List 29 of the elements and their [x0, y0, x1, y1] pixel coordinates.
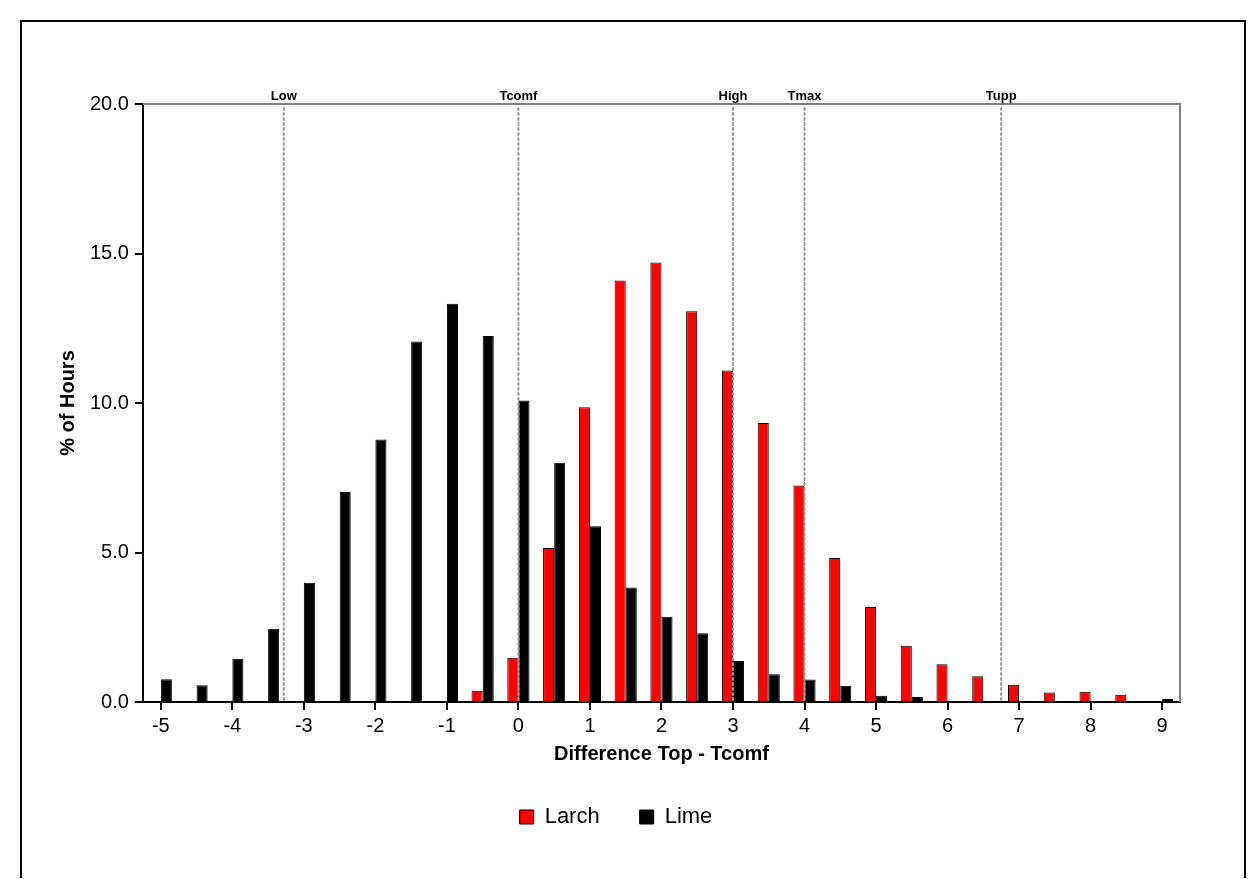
x-tick-label: 6 [941, 713, 954, 736]
x-tick-label: 5 [870, 713, 882, 736]
x-tick-label: 1 [584, 713, 596, 736]
ref-line-label: Low [270, 88, 298, 104]
legend-label: Lime [664, 803, 713, 829]
x-tick-label: -3 [294, 713, 313, 736]
y-tick-label: 20.0 [89, 91, 129, 114]
legend-label: Larch [544, 803, 600, 829]
x-tick-label: 0 [512, 713, 524, 736]
x-tick-label: -2 [366, 713, 385, 736]
x-tick-label: -1 [438, 713, 456, 736]
x-tick-label: -4 [223, 713, 242, 736]
ref-line-label: Tupp [985, 88, 1017, 104]
y-tick-label: 0.0 [101, 689, 129, 712]
ref-line-label: Tmax [787, 88, 823, 104]
x-tick-label: 2 [655, 713, 668, 736]
x-tick-label: 4 [798, 713, 811, 736]
ref-line-label: Tcomf [499, 88, 539, 104]
x-tick-label: 7 [1013, 713, 1025, 736]
x-axis-title: Difference Top - Tcomf [554, 741, 770, 764]
x-tick-label: 8 [1085, 713, 1097, 736]
x-tick-label: 9 [1156, 713, 1168, 736]
y-axis-title: % of Hours [55, 350, 78, 456]
y-tick-label: 10.0 [89, 390, 129, 413]
ref-line-label: High [718, 88, 748, 104]
y-tick-label: 5.0 [101, 540, 129, 563]
x-tick-label: 3 [727, 713, 739, 736]
y-tick-label: 15.0 [89, 241, 129, 264]
x-tick-label: -5 [151, 713, 170, 736]
